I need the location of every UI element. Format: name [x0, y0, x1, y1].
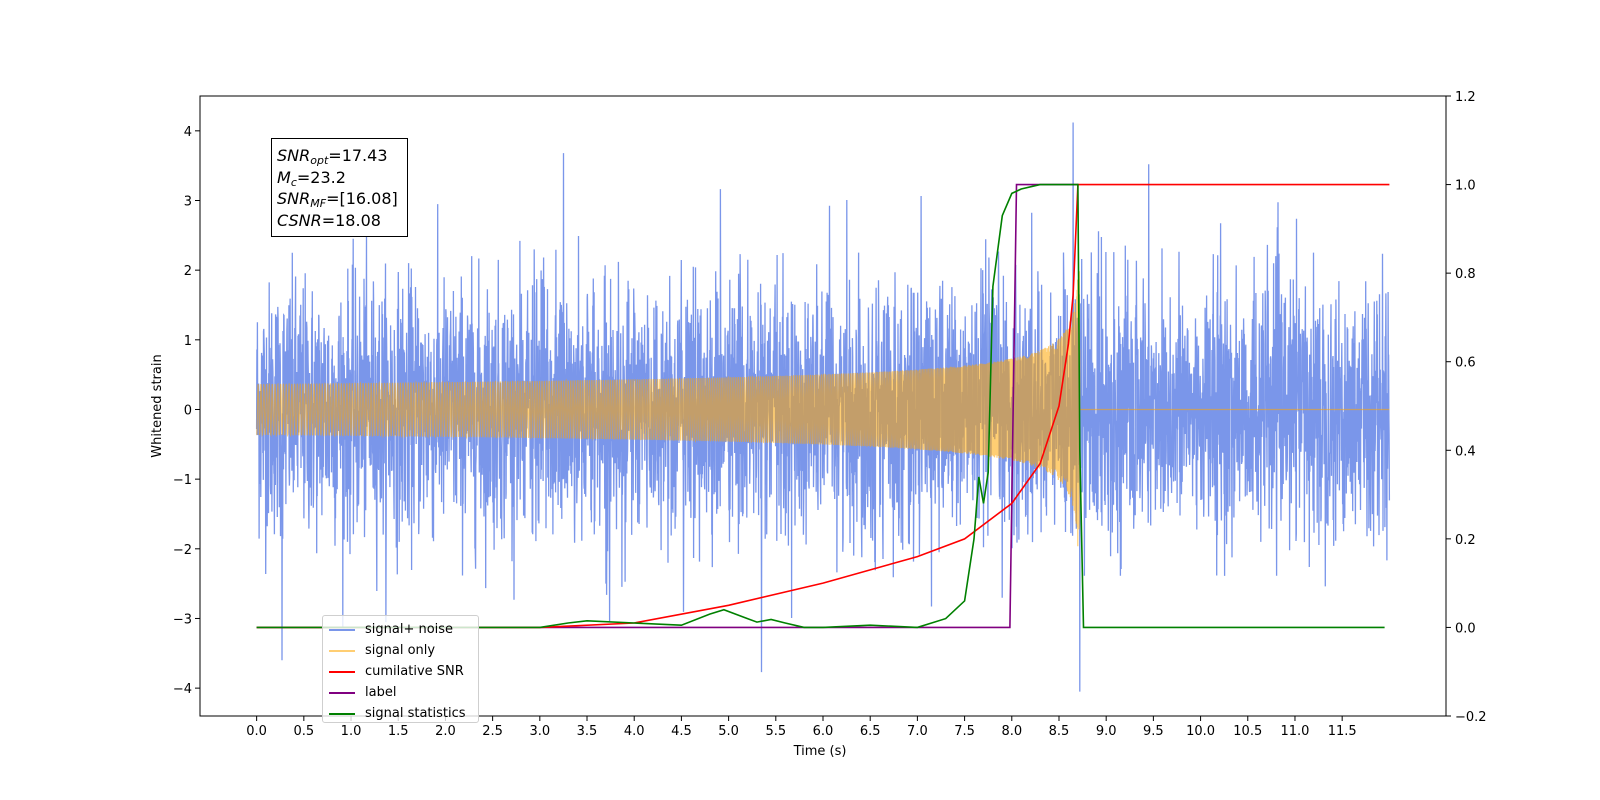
x-tick-label: 6.0: [813, 724, 834, 739]
y2-tick-label: 0.0: [1455, 621, 1476, 636]
x-axis: 0.0 0.5 1.0 1.5 2.0 2.5 3.0 3.5 4.0 4.5 5.0 5.5 6.0 6…: [246, 716, 1357, 739]
x-tick-label: 5.0: [718, 724, 739, 739]
legend-swatch: [329, 628, 355, 631]
y-tick-label: −1: [173, 473, 192, 488]
x-tick-label: 0.0: [246, 724, 267, 739]
legend-swatch: [329, 691, 355, 694]
legend-label: cumilative SNR: [365, 664, 464, 679]
legend-label: signal+ noise: [365, 622, 454, 637]
x-tick-label: 3.5: [577, 724, 598, 739]
x-tick-label: 11.0: [1280, 724, 1309, 739]
y-tick-label: −2: [173, 543, 192, 558]
annotation-box: SNRopt=17.43 Mc=23.2 SNRMF=[16.08] CSNR=…: [271, 138, 408, 237]
x-tick-label: 4.0: [624, 724, 645, 739]
x-tick-label: 2.0: [435, 724, 456, 739]
y-axis-right: −0.2 0.0 0.2 0.4 0.6 0.8 1.0 1.2: [1446, 90, 1487, 725]
y-tick-label: 0: [184, 403, 192, 418]
y-tick-label: 2: [184, 264, 192, 279]
x-tick-label: 3.0: [529, 724, 550, 739]
y-tick-label: −4: [173, 682, 192, 697]
legend-item-signal-only: signal only: [323, 640, 478, 661]
annotation-mc: Mc=23.2: [277, 167, 346, 189]
y2-tick-label: 0.4: [1455, 444, 1476, 459]
y-tick-label: 3: [184, 194, 192, 209]
x-tick-label: 1.5: [388, 724, 409, 739]
x-tick-label: 4.5: [671, 724, 692, 739]
x-tick-label: 10.0: [1186, 724, 1215, 739]
y2-tick-label: 1.2: [1455, 90, 1476, 105]
legend-label: signal only: [365, 643, 436, 658]
legend-swatch: [329, 670, 355, 673]
x-tick-label: 8.5: [1049, 724, 1070, 739]
legend-label: label: [365, 685, 397, 700]
annotation-snr-mf: SNRMF=[16.08]: [277, 189, 398, 210]
x-tick-label: 7.5: [954, 724, 975, 739]
y-tick-label: −3: [173, 612, 192, 627]
x-tick-label: 11.5: [1328, 724, 1357, 739]
series-signal-only: [256, 271, 1390, 547]
x-tick-label: 1.0: [341, 724, 362, 739]
y2-tick-label: 1.0: [1455, 179, 1476, 194]
y-tick-label: 1: [184, 334, 192, 349]
legend-item-signal-noise: signal+ noise: [323, 619, 478, 640]
x-tick-label: 6.5: [860, 724, 881, 739]
y2-tick-label: 0.8: [1455, 267, 1476, 282]
legend-item-signal-statistics: signal statistics: [323, 703, 478, 724]
y2-tick-label: 0.6: [1455, 356, 1476, 371]
x-tick-label: 7.0: [907, 724, 928, 739]
legend-item-label: label: [323, 682, 478, 703]
legend: signal+ noise signal only cumilative SNR…: [322, 615, 479, 723]
signal-statistics-line: [256, 183, 1385, 629]
legend-item-cumilative-snr: cumilative SNR: [323, 661, 478, 682]
y-axis-label: Whitened strain: [150, 354, 165, 457]
y-axis-left: −4 −3 −2 −1 0 1 2 3 4: [173, 125, 200, 697]
annotation-csnr: CSNR=18.08: [277, 210, 381, 230]
x-tick-label: 5.5: [765, 724, 786, 739]
right-axis-series: [256, 183, 1390, 629]
x-tick-label: 0.5: [293, 724, 314, 739]
x-tick-label: 10.5: [1233, 724, 1262, 739]
x-axis-label: Time (s): [793, 744, 847, 759]
x-tick-label: 8.0: [1001, 724, 1022, 739]
legend-swatch: [329, 712, 355, 715]
y2-tick-label: −0.2: [1455, 710, 1487, 725]
x-tick-label: 2.5: [482, 724, 503, 739]
y2-tick-label: 0.2: [1455, 533, 1476, 548]
x-tick-label: 9.0: [1096, 724, 1117, 739]
cumilative-snr-line: [256, 183, 1390, 629]
x-tick-label: 9.5: [1143, 724, 1164, 739]
signal-only-line: [256, 271, 1390, 547]
legend-label: signal statistics: [365, 706, 466, 721]
annotation-snr-opt: SNRopt=17.43: [277, 146, 388, 167]
legend-swatch: [329, 649, 355, 652]
y-tick-label: 4: [184, 125, 192, 140]
